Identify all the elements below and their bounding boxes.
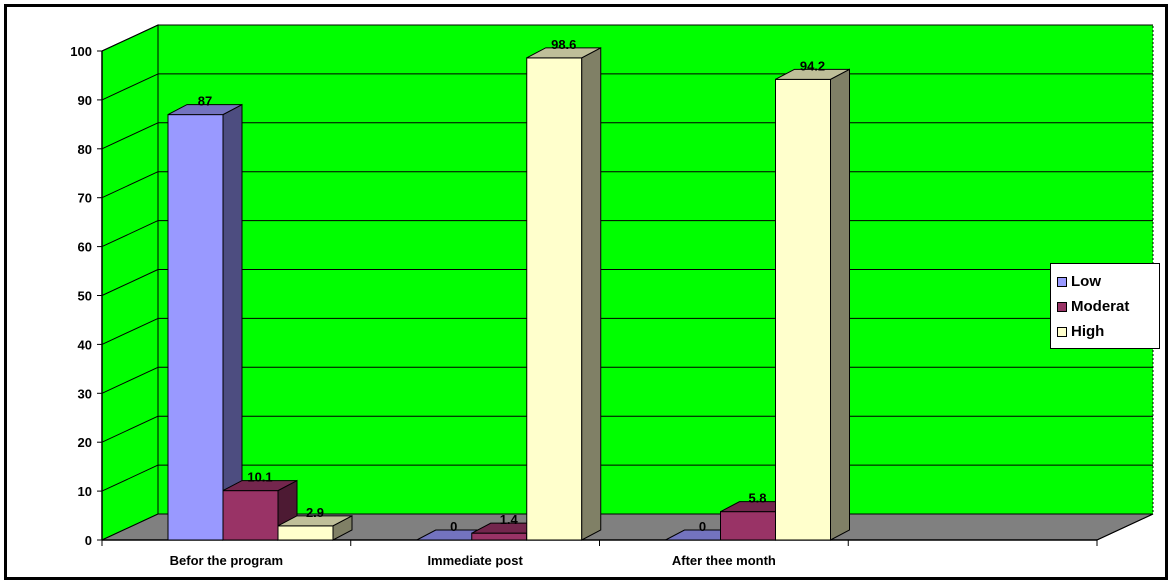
legend-label-low: Low	[1071, 273, 1101, 290]
legend-label-high: High	[1071, 323, 1105, 340]
data-label: 94.2	[800, 58, 825, 73]
bar-top	[222, 480, 298, 492]
y-tick-label: 90	[78, 93, 92, 108]
bar-high	[277, 525, 334, 541]
gridline-depth	[101, 464, 159, 492]
legend-swatch-low	[1057, 276, 1067, 287]
y-tick-label: 30	[78, 386, 92, 401]
y-tick-label: 0	[85, 533, 92, 548]
data-label: 87	[198, 94, 212, 109]
legend: Low Moderat High	[1050, 263, 1160, 349]
data-label: 0	[450, 519, 457, 534]
legend-swatch-moderat	[1057, 301, 1067, 312]
legend-item-low: Low	[1057, 269, 1159, 294]
data-label: 5.8	[748, 491, 766, 506]
bar-low	[167, 114, 224, 541]
data-label: 10.1	[247, 470, 272, 485]
data-label: 98.6	[551, 37, 576, 52]
gridline-depth	[101, 171, 159, 199]
chart-frame: 0 10 20 30 40 50 60 70 80 90 100 Befor the program I…	[4, 4, 1168, 580]
legend-swatch-high	[1057, 326, 1067, 337]
y-tick-label: 20	[78, 435, 92, 450]
bar-top	[277, 515, 353, 527]
y-tick-label: 80	[78, 142, 92, 157]
floor-edge	[1096, 513, 1154, 541]
bar-high	[775, 78, 831, 541]
x-tick-label: Immediate post	[427, 553, 523, 568]
bar-side	[581, 47, 602, 541]
y-tick-label: 70	[78, 191, 92, 206]
y-tick-label: 50	[78, 289, 92, 304]
x-tick-label: After thee month	[672, 553, 776, 568]
y-tick-label: 40	[78, 337, 92, 352]
bar-moderat	[720, 511, 776, 541]
legend-item-moderat: Moderat	[1057, 294, 1159, 319]
bar-moderat	[222, 490, 279, 541]
gridline-depth	[101, 220, 159, 248]
y-tick-label: 60	[78, 240, 92, 255]
data-label: 2.9	[306, 505, 324, 520]
gridline-depth	[101, 269, 159, 296]
gridline-depth	[101, 24, 159, 52]
bar-side	[830, 68, 850, 541]
bar-chart-3d: 0 10 20 30 40 50 60 70 80 90 100 Befor the program I…	[70, 24, 1154, 568]
gridline-depth	[101, 122, 159, 150]
bar-high	[526, 57, 583, 541]
x-tick-label: Befor the program	[170, 553, 283, 568]
bar-top	[526, 47, 601, 59]
gridline-depth	[101, 415, 159, 443]
bar-side	[222, 103, 243, 541]
y-tick-label: 10	[78, 484, 92, 499]
legend-label-moderat: Moderat	[1071, 298, 1130, 315]
data-label: 0	[699, 519, 706, 534]
data-label: 1.4	[500, 512, 519, 527]
gridline-depth	[101, 73, 159, 101]
bar-moderat	[471, 532, 528, 541]
y-tick-label: 100	[70, 44, 92, 59]
legend-item-high: High	[1057, 319, 1159, 344]
gridline-depth	[101, 317, 159, 345]
bar-top	[775, 68, 850, 80]
bar-top	[167, 104, 243, 116]
gridline-depth	[101, 366, 159, 394]
